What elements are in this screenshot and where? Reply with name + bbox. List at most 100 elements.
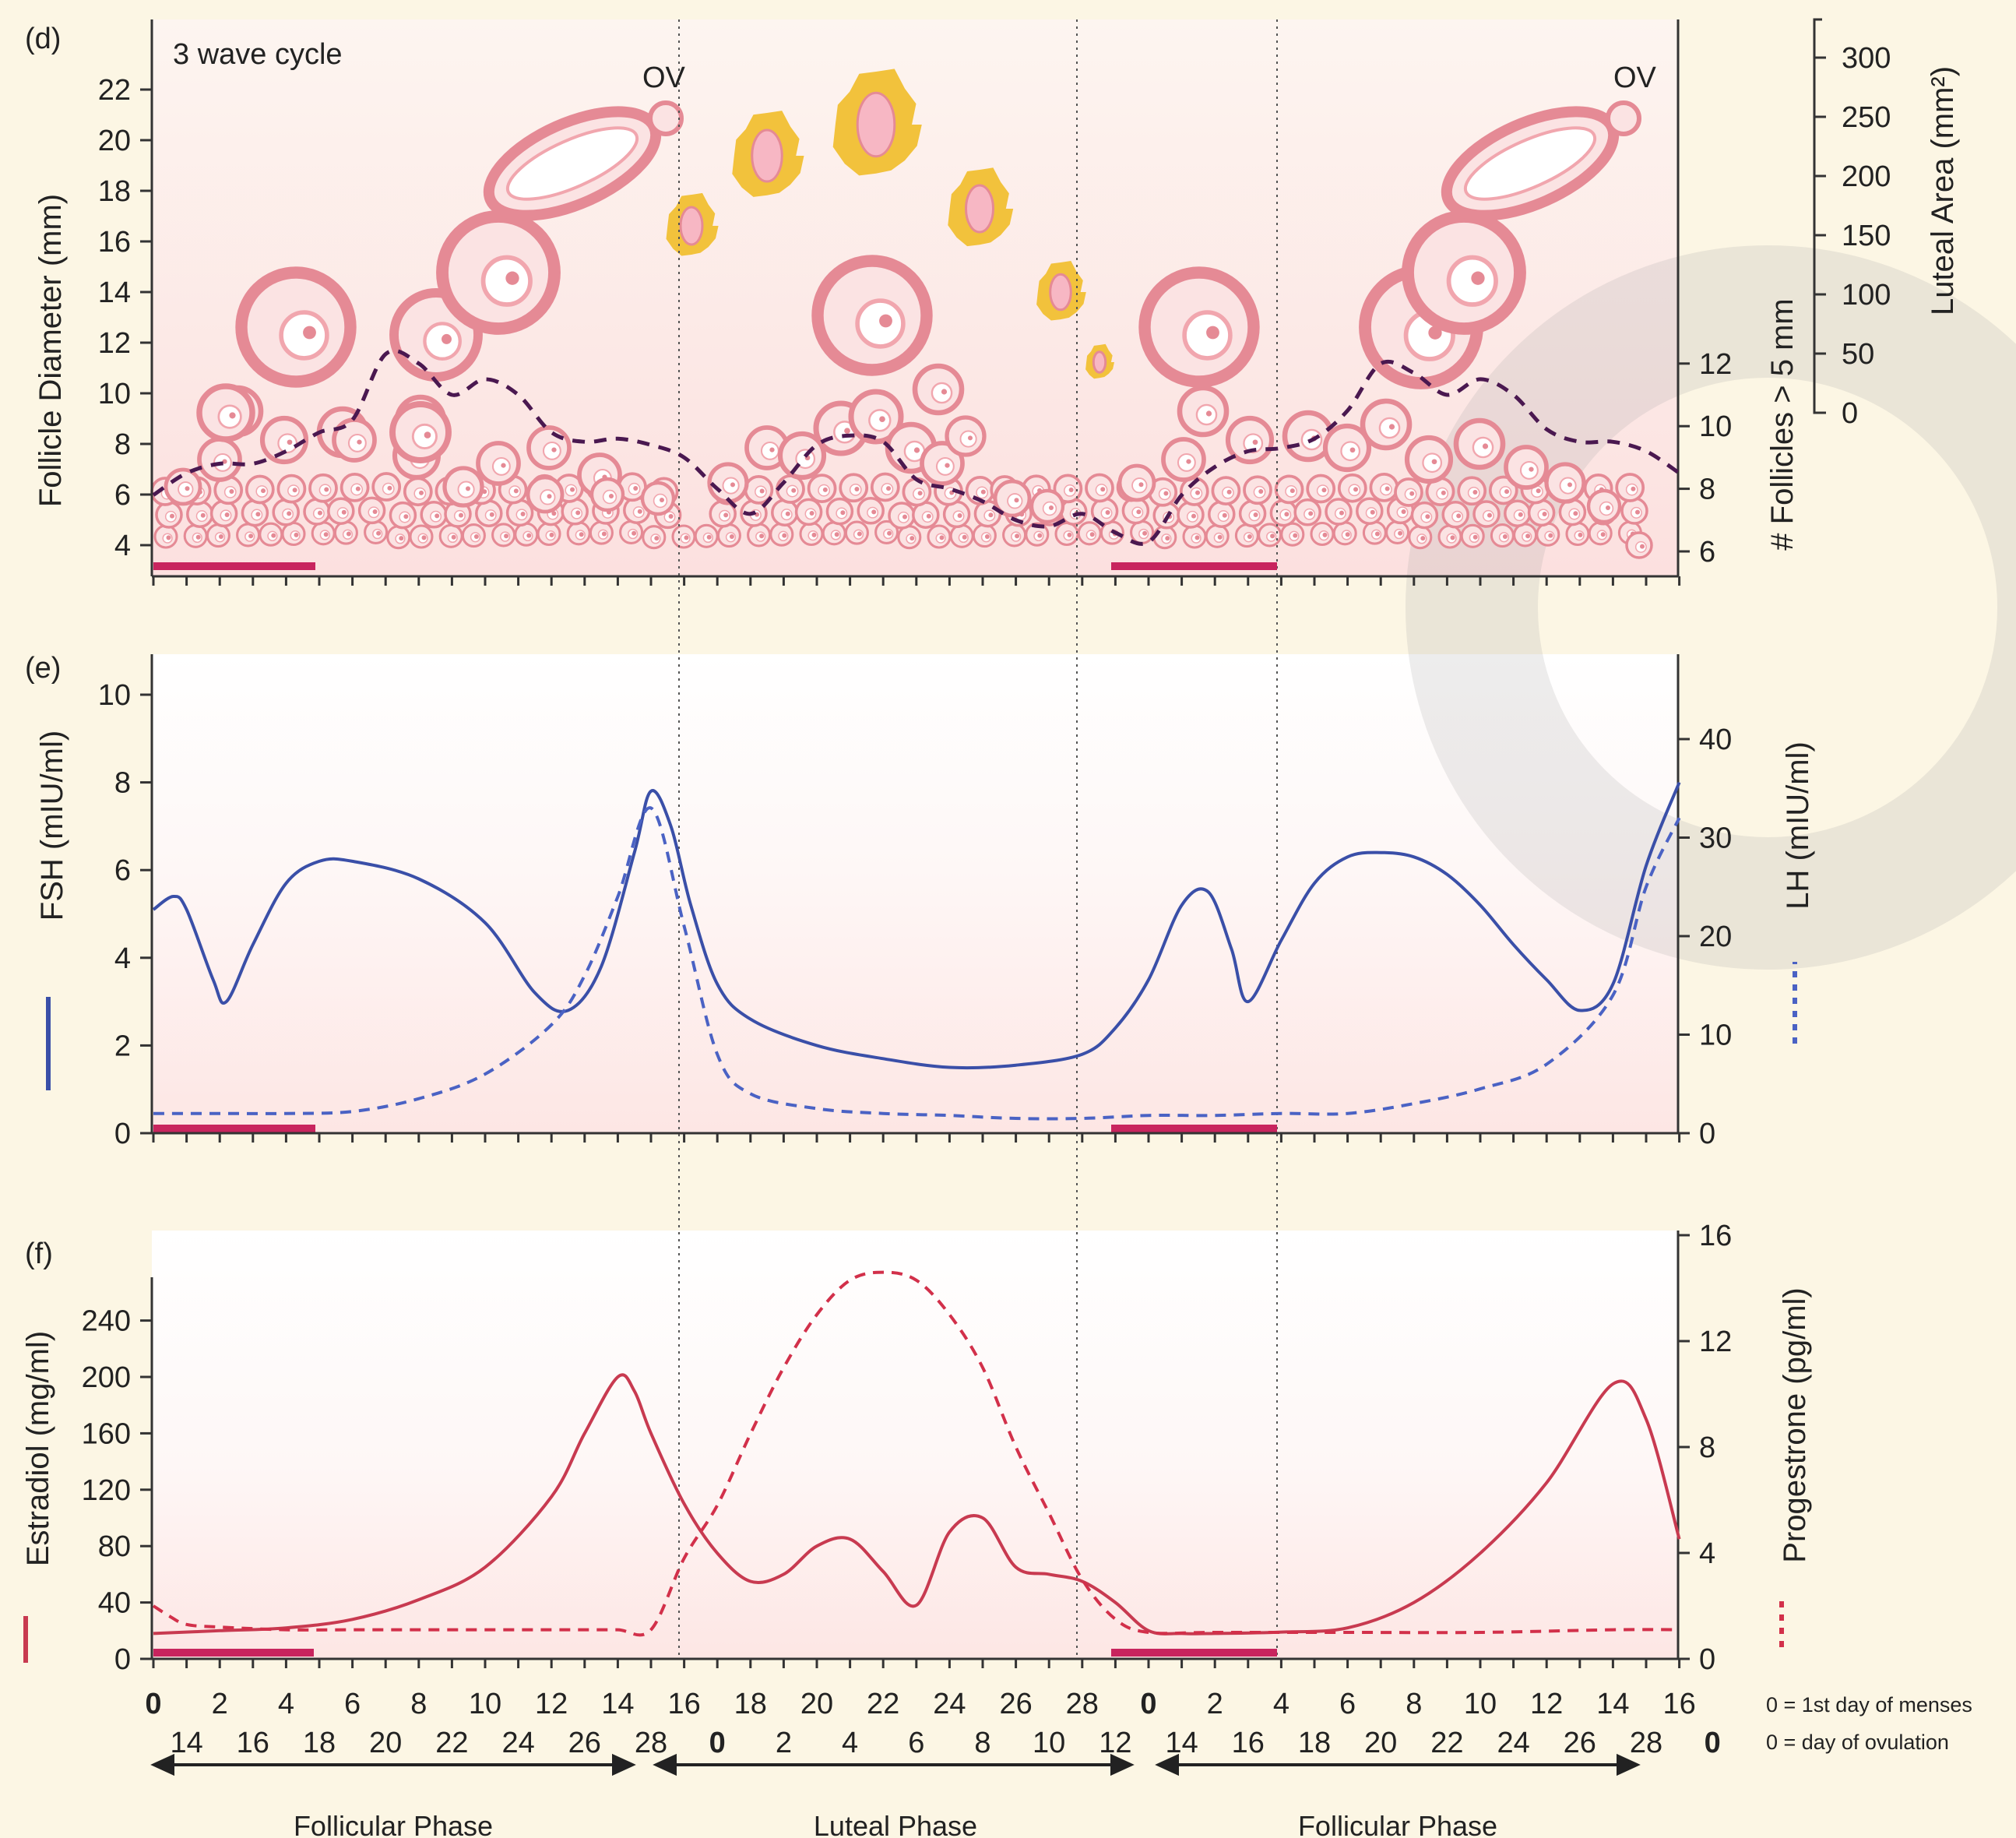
panel-f-plot-area bbox=[152, 1231, 1678, 1659]
growing-follicle bbox=[1453, 417, 1506, 470]
fsh-tick: 8 bbox=[114, 767, 131, 800]
small-follicle bbox=[1077, 521, 1102, 546]
luteal-area-tick: 200 bbox=[1842, 160, 1891, 193]
ovulating-follicle-2 bbox=[1441, 100, 1641, 221]
x-tick-day-of-menses: 2 bbox=[212, 1688, 228, 1720]
corpus-luteum-3 bbox=[832, 69, 922, 176]
small-follicle bbox=[619, 519, 644, 544]
watermark-ring bbox=[1406, 245, 2016, 970]
small-follicle bbox=[1385, 519, 1410, 544]
follicle-diameter-tick: 4 bbox=[114, 530, 131, 562]
small-follicle bbox=[1179, 477, 1209, 506]
x-tick-day-of-menses: 14 bbox=[1596, 1688, 1629, 1720]
small-follicle bbox=[1472, 500, 1501, 528]
progesterone-tick: 0 bbox=[1699, 1643, 1715, 1676]
estradiol-tick: 240 bbox=[82, 1305, 131, 1338]
x-tick-day-of-ovulation: 6 bbox=[908, 1727, 924, 1759]
large-follicle bbox=[235, 266, 357, 388]
panel-d-title: 3 wave cycle bbox=[173, 38, 343, 71]
small-follicle bbox=[276, 474, 307, 504]
small-follicle bbox=[236, 523, 261, 548]
small-follicle bbox=[1356, 497, 1384, 525]
small-follicle bbox=[209, 499, 238, 528]
growing-follicle bbox=[164, 467, 202, 506]
x-tick-day-of-menses: 6 bbox=[1339, 1688, 1356, 1720]
small-follicle bbox=[566, 521, 591, 546]
large-follicle bbox=[389, 401, 452, 463]
ovulation-label-2: OV bbox=[1613, 62, 1657, 94]
ovulation-label-1: OV bbox=[642, 62, 686, 94]
x-tick-day-of-ovulation: 0 bbox=[1705, 1727, 1721, 1759]
small-follicle bbox=[1148, 477, 1178, 507]
x-tick-day-of-ovulation: 18 bbox=[303, 1727, 336, 1759]
phase-label-follicular-1: Follicular Phase bbox=[294, 1810, 493, 1838]
x-tick-day-of-menses: 4 bbox=[278, 1688, 294, 1720]
x-tick-day-of-ovulation: 12 bbox=[1099, 1727, 1131, 1759]
small-follicle bbox=[1441, 501, 1469, 529]
x-tick-day-of-menses: 20 bbox=[800, 1688, 833, 1720]
x-tick-day-of-ovulation: 2 bbox=[776, 1727, 792, 1759]
follicle-diameter-tick: 12 bbox=[98, 327, 131, 360]
luteal-area-tick: 0 bbox=[1842, 397, 1858, 430]
x-tick-day-of-menses: 18 bbox=[734, 1688, 767, 1720]
small-follicle bbox=[1369, 472, 1399, 502]
small-follicle bbox=[1234, 523, 1259, 548]
small-follicle bbox=[364, 519, 389, 544]
growing-follicle bbox=[332, 417, 377, 463]
growing-follicle bbox=[476, 441, 521, 486]
large-follicle bbox=[1138, 266, 1260, 388]
growing-follicle bbox=[1161, 437, 1206, 482]
x-tick-day-of-menses: 16 bbox=[667, 1688, 700, 1720]
small-follicle bbox=[1130, 519, 1155, 544]
follicle-count-tick: 10 bbox=[1699, 410, 1732, 443]
lh-line bbox=[153, 806, 1681, 1121]
small-follicle bbox=[1460, 523, 1485, 548]
axis-ticks: 4681012141618202268101205010015020025030… bbox=[82, 42, 1891, 1759]
small-follicle bbox=[1085, 473, 1114, 503]
small-follicle bbox=[857, 497, 885, 525]
x-tick-day-of-menses: 4 bbox=[1273, 1688, 1289, 1720]
luteal-area-tick: 100 bbox=[1842, 279, 1891, 312]
growing-follicle bbox=[848, 389, 904, 445]
follicle-diameter-tick: 10 bbox=[98, 378, 131, 410]
progesterone-tick: 4 bbox=[1699, 1537, 1715, 1570]
x-tick-day-of-ovulation: 26 bbox=[1564, 1727, 1596, 1759]
growing-follicle bbox=[1360, 398, 1413, 451]
x-tick-day-of-menses: 12 bbox=[1530, 1688, 1563, 1720]
x-tick-day-of-ovulation: 18 bbox=[1298, 1727, 1331, 1759]
follicle-diameter-tick: 16 bbox=[98, 226, 131, 259]
small-follicle bbox=[403, 477, 433, 507]
small-follicle bbox=[1362, 520, 1387, 545]
large-follicle bbox=[436, 210, 561, 335]
growing-follicle bbox=[1117, 463, 1156, 502]
growing-follicle bbox=[993, 479, 1032, 518]
x-tick-day-of-ovulation: 22 bbox=[1430, 1727, 1463, 1759]
x-tick-day-of-menses: 28 bbox=[1066, 1688, 1099, 1720]
small-follicle bbox=[1258, 523, 1282, 548]
growing-follicle bbox=[640, 481, 676, 516]
small-follicle bbox=[1208, 500, 1236, 528]
estradiol-line bbox=[153, 1373, 1681, 1636]
small-follicle bbox=[1152, 525, 1177, 550]
small-follicle bbox=[1002, 523, 1027, 548]
fsh-axis-label: FSH (mIU/ml) bbox=[35, 731, 69, 921]
data-series bbox=[152, 348, 1681, 1637]
growing-follicle bbox=[1404, 435, 1454, 484]
estradiol-tick: 40 bbox=[98, 1587, 131, 1620]
small-follicle bbox=[1053, 474, 1083, 504]
small-follicle bbox=[303, 498, 331, 526]
menses-bar-e-1 bbox=[153, 1125, 315, 1132]
small-follicle bbox=[409, 524, 434, 549]
small-follicle bbox=[1408, 525, 1433, 550]
progesterone-axis-label: Progestrone (pg/ml) bbox=[1778, 1287, 1812, 1562]
small-follicle bbox=[822, 521, 846, 546]
panel-e-label: (e) bbox=[25, 652, 61, 685]
small-follicle bbox=[671, 524, 696, 549]
fsh-tick: 0 bbox=[114, 1118, 131, 1150]
small-follicle bbox=[888, 502, 916, 530]
large-follicle bbox=[912, 363, 965, 416]
growing-follicle bbox=[526, 475, 565, 514]
follicle-diameter-axis-label: Follicle Diameter (mm) bbox=[33, 194, 68, 507]
small-follicle bbox=[475, 499, 503, 527]
